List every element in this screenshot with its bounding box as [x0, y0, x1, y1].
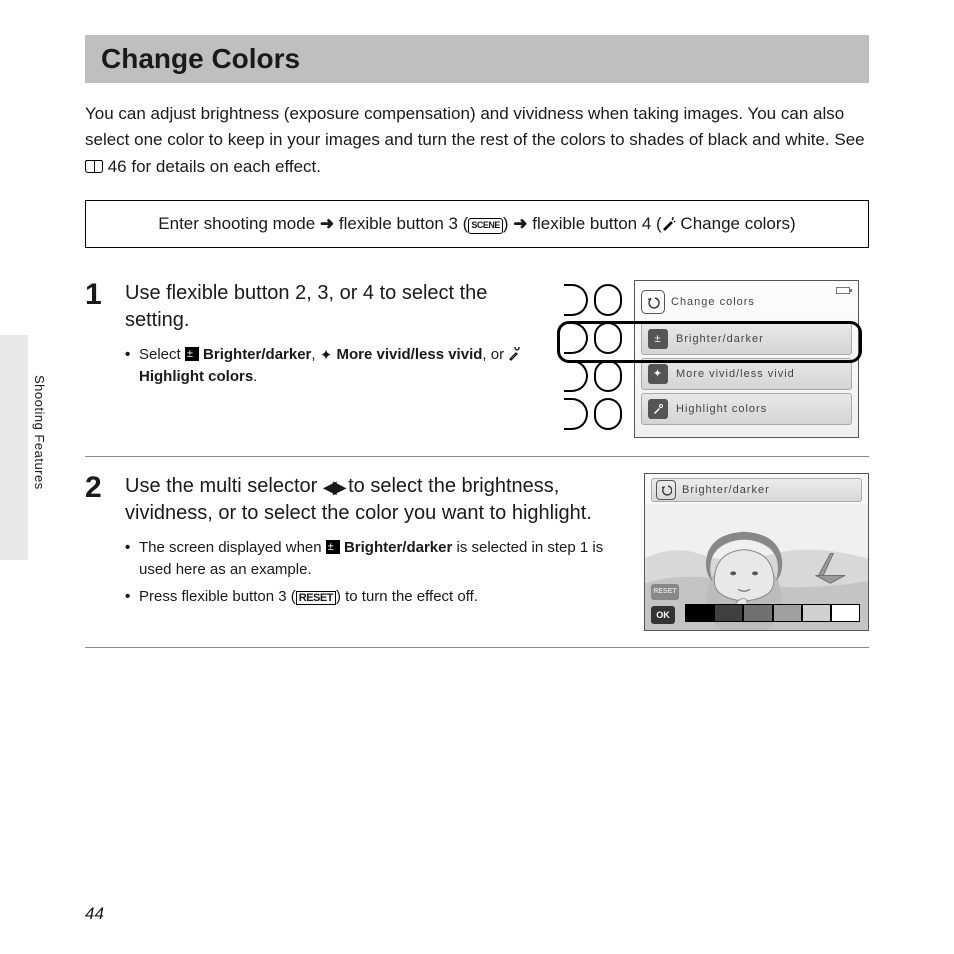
vivid-icon: ✦ — [648, 364, 668, 384]
back-icon — [656, 480, 676, 500]
intro-paragraph: You can adjust brightness (exposure comp… — [85, 101, 869, 180]
menu-item-label: More vivid/less vivid — [676, 368, 795, 380]
slider-swatch — [714, 604, 743, 622]
camera-screen: Brighter/darker RESET OK — [644, 473, 869, 631]
flex-button-outline — [564, 398, 588, 430]
slider-swatch — [743, 604, 772, 622]
bc-part1: Enter shooting mode — [158, 214, 320, 233]
step-1: 1 Use flexible button 2, 3, or 4 to sele… — [85, 280, 869, 457]
bc-part3: ) — [503, 214, 513, 233]
step-title: Use the multi selector ◀▶ to select the … — [125, 473, 626, 527]
reset-button: RESET — [651, 584, 679, 600]
sep2: , or — [482, 346, 508, 363]
step1-screen-illustration: Change colors ± Brighter/darker ✦ More v… — [564, 280, 869, 440]
tail: . — [253, 368, 257, 385]
slider-swatch — [773, 604, 802, 622]
book-icon — [85, 160, 103, 173]
flex-button-outline — [594, 360, 622, 392]
back-icon — [641, 290, 665, 314]
highlight-icon — [648, 399, 668, 419]
menu-item-vivid: ✦ More vivid/less vivid — [641, 358, 852, 390]
bc-part4: flexible button 4 ( — [532, 214, 661, 233]
scene-icon: SCENE — [468, 218, 503, 234]
intro-text-b: for details on each effect. — [127, 157, 321, 176]
step-title: Use flexible button 2, 3, or 4 to select… — [125, 280, 546, 334]
title-a: Use the multi selector — [125, 475, 323, 497]
screen2-header-label: Brighter/darker — [682, 484, 770, 496]
arrow-icon: ➜ — [320, 214, 334, 233]
opt3: Highlight colors — [139, 368, 253, 385]
slider-swatch — [831, 604, 860, 622]
step2-bullet2: Press flexible button 3 (RESET) to turn … — [125, 586, 626, 609]
screen2-header: Brighter/darker — [651, 478, 862, 502]
vivid-icon: ✦ — [320, 347, 333, 364]
reset-icon: RESET — [296, 591, 336, 605]
menu-header-label: Change colors — [671, 296, 755, 308]
highlight-icon — [508, 347, 522, 361]
slider-swatch — [685, 604, 714, 622]
menu-item-highlight: Highlight colors — [641, 393, 852, 425]
arrow-icon: ➜ — [513, 214, 527, 233]
exposure-icon: ± — [648, 329, 668, 349]
step-number: 2 — [85, 473, 125, 503]
breadcrumb-instruction: Enter shooting mode ➜ flexible button 3 … — [85, 200, 869, 248]
flex-button-outline — [564, 322, 588, 354]
b1a: The screen displayed when — [139, 539, 326, 556]
step-2: 2 Use the multi selector ◀▶ to select th… — [85, 473, 869, 648]
menu-item-brighter: ± Brighter/darker — [641, 323, 852, 355]
menu-item-label: Highlight colors — [676, 403, 767, 415]
intro-ref: 46 — [103, 157, 127, 176]
ok-button: OK — [651, 606, 675, 624]
menu-item-label: Brighter/darker — [676, 333, 764, 345]
b2a: Press flexible button 3 ( — [139, 588, 296, 605]
bc-part2: flexible button 3 ( — [339, 214, 468, 233]
camera-screen: Change colors ± Brighter/darker ✦ More v… — [634, 280, 859, 438]
flex-button-outline — [594, 284, 622, 316]
sep1: , — [311, 346, 319, 363]
b2b: ) to turn the effect off. — [336, 588, 478, 605]
step-number: 1 — [85, 280, 125, 310]
opt1: Brighter/darker — [199, 346, 312, 363]
battery-icon — [836, 287, 850, 294]
flex-button-outline — [594, 398, 622, 430]
flex-button-outline — [594, 322, 622, 354]
step2-screen-illustration: Brighter/darker RESET OK — [644, 473, 869, 631]
side-section-label: Shooting Features — [32, 375, 47, 490]
opt2: More vivid/less vivid — [332, 346, 482, 363]
bc-part5: Change colors) — [676, 214, 796, 233]
step2-bullet1: The screen displayed when Brighter/darke… — [125, 537, 626, 582]
page-number: 44 — [85, 904, 104, 924]
exposure-icon — [326, 540, 340, 554]
brightness-slider — [685, 604, 860, 622]
left-right-arrow-icon: ◀▶ — [323, 477, 343, 497]
step1-bullet: Select Brighter/darker, ✦ More vivid/les… — [125, 344, 546, 389]
flex-button-outline — [564, 360, 588, 392]
intro-text-a: You can adjust brightness (exposure comp… — [85, 104, 865, 149]
b1b: Brighter/darker — [340, 539, 453, 556]
exposure-icon — [185, 347, 199, 361]
menu-header: Change colors — [641, 284, 852, 320]
bullet-lead: Select — [139, 346, 185, 363]
page-title: Change Colors — [85, 35, 869, 83]
magic-wand-icon — [662, 217, 676, 231]
slider-swatch — [802, 604, 831, 622]
side-tab — [0, 335, 28, 560]
flex-button-outline — [564, 284, 588, 316]
